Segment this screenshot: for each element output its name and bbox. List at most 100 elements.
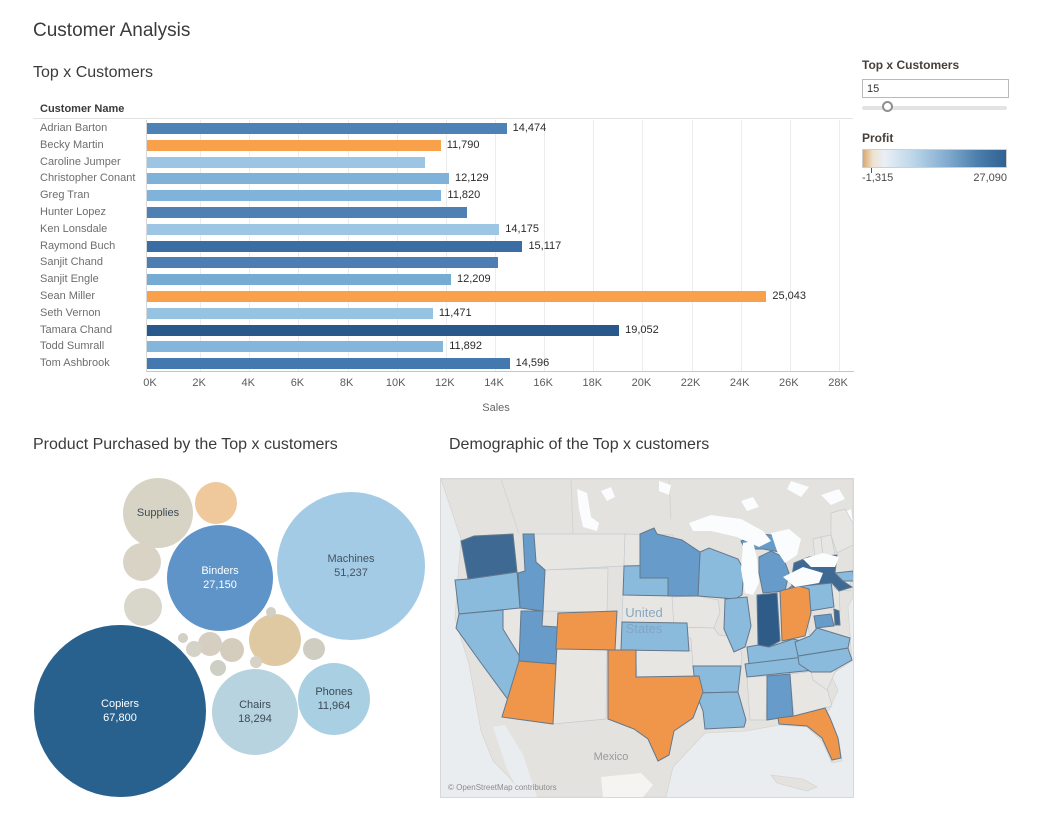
x-axis-title: Sales bbox=[482, 402, 510, 414]
state-la[interactable] bbox=[695, 691, 747, 730]
bubble-chairs[interactable]: Chairs 18,294 bbox=[212, 669, 298, 755]
x-axis-tick: 6K bbox=[290, 377, 305, 389]
bubble[interactable] bbox=[210, 660, 226, 676]
bubble[interactable] bbox=[186, 641, 202, 657]
province-border bbox=[570, 478, 574, 535]
bar-value-label: 14,474 bbox=[512, 122, 547, 134]
great-lake bbox=[771, 529, 801, 563]
bubble[interactable] bbox=[195, 482, 237, 524]
state-al[interactable] bbox=[766, 673, 794, 721]
state-mn[interactable] bbox=[639, 527, 701, 597]
bubble[interactable] bbox=[303, 638, 325, 660]
bar[interactable] bbox=[147, 139, 441, 151]
bubble[interactable] bbox=[220, 638, 244, 662]
x-axis-tick: 28K bbox=[828, 377, 848, 389]
great-lake bbox=[689, 515, 771, 547]
bubble-label: Phones 11,964 bbox=[315, 686, 353, 712]
parameter-slider[interactable] bbox=[862, 106, 1007, 110]
bar[interactable] bbox=[147, 240, 523, 252]
bar[interactable] bbox=[147, 307, 433, 319]
bubble-binders[interactable]: Binders 27,150 bbox=[167, 525, 273, 631]
bubble-phones[interactable]: Phones 11,964 bbox=[298, 663, 370, 735]
bubble-chart-title: Product Purchased by the Top x customers bbox=[33, 436, 338, 453]
x-axis-tick: 26K bbox=[779, 377, 799, 389]
bubble-machines[interactable]: Machines 51,237 bbox=[277, 492, 425, 640]
bar[interactable] bbox=[147, 223, 500, 235]
bar[interactable] bbox=[147, 358, 510, 370]
bubble-label: Binders 27,150 bbox=[201, 565, 239, 591]
parameter-input[interactable] bbox=[862, 79, 1009, 98]
great-lake bbox=[741, 541, 759, 595]
bar[interactable] bbox=[147, 156, 426, 168]
gridline bbox=[642, 120, 644, 371]
x-axis-tick: 8K bbox=[339, 377, 354, 389]
state-mt[interactable] bbox=[533, 533, 626, 571]
bubble-chart-area: Machines 51,237 Copiers 67,800 Binders 27,150… bbox=[0, 0, 441, 824]
x-axis: 0K 2K 4K 6K 8K 10K 12K 14K 16K 18K 20K 22K 24K 26K 28K bbox=[143, 377, 854, 391]
x-axis-tick: 2K bbox=[192, 377, 206, 389]
bubble[interactable] bbox=[123, 543, 161, 581]
x-axis-tick: 0K bbox=[143, 377, 157, 389]
state-il[interactable] bbox=[723, 596, 752, 653]
state-ks[interactable] bbox=[620, 621, 690, 652]
map-label-united-states: United States bbox=[625, 605, 663, 636]
bar[interactable] bbox=[147, 291, 767, 302]
slider-handle-icon[interactable] bbox=[882, 101, 893, 112]
bar-value-label: 19,052 bbox=[625, 323, 659, 336]
state-va[interactable] bbox=[794, 627, 851, 657]
bar-row-label: Christopher Conant bbox=[40, 172, 136, 185]
bubble-supplies[interactable]: Supplies bbox=[123, 478, 193, 548]
state-mi[interactable] bbox=[758, 550, 790, 594]
state-de[interactable] bbox=[833, 608, 841, 626]
map-panel: United States Mexico © OpenStreetMap con… bbox=[440, 478, 855, 798]
gridline bbox=[839, 120, 840, 371]
state-az[interactable] bbox=[501, 660, 557, 725]
bar-row-label: Ken Lonsdale bbox=[40, 222, 108, 235]
bar-value-label: 11,820 bbox=[447, 189, 481, 202]
bubble[interactable] bbox=[198, 632, 222, 656]
bar[interactable] bbox=[147, 257, 499, 269]
yucatan bbox=[601, 773, 653, 797]
bar-value-label: 12,129 bbox=[455, 172, 489, 185]
bar[interactable] bbox=[147, 207, 468, 218]
bar[interactable] bbox=[147, 274, 451, 286]
bar[interactable] bbox=[147, 341, 444, 353]
bar[interactable] bbox=[147, 324, 620, 336]
bubble[interactable] bbox=[266, 607, 276, 617]
osm-attribution: © OpenStreetMap contributors bbox=[448, 783, 557, 792]
legend-max-label: 27,090 bbox=[973, 172, 1007, 184]
bar-row-label: Caroline Jumper bbox=[40, 155, 121, 168]
bubble-label: Copiers 67,800 bbox=[101, 698, 139, 724]
bubble[interactable] bbox=[124, 588, 162, 626]
state-ms[interactable] bbox=[746, 675, 768, 721]
state-wy[interactable] bbox=[542, 567, 609, 613]
bar-row-label: Tamara Chand bbox=[40, 323, 113, 336]
x-axis-tick: 4K bbox=[241, 377, 256, 389]
state-md[interactable] bbox=[813, 613, 835, 629]
map-label-mexico: Mexico bbox=[593, 751, 629, 763]
state-mo[interactable] bbox=[672, 626, 743, 667]
bar[interactable] bbox=[147, 173, 450, 185]
state-fl[interactable] bbox=[777, 707, 842, 761]
bubble-label: Supplies bbox=[136, 507, 180, 519]
lake bbox=[601, 487, 615, 501]
state-wi[interactable] bbox=[697, 547, 745, 600]
bar[interactable] bbox=[147, 123, 507, 134]
x-axis-tick: 24K bbox=[729, 377, 750, 389]
state-oh[interactable] bbox=[779, 585, 812, 642]
gridline bbox=[691, 120, 693, 371]
bubble[interactable] bbox=[250, 656, 262, 668]
state-wa[interactable] bbox=[460, 533, 518, 580]
state-nm[interactable] bbox=[552, 647, 608, 725]
x-axis-tick: 12K bbox=[435, 377, 455, 389]
bubble[interactable] bbox=[178, 633, 188, 643]
state-tx[interactable] bbox=[607, 649, 704, 762]
bar-row-label: Sean Miller bbox=[40, 290, 96, 302]
bar-row-label: Seth Vernon bbox=[40, 306, 101, 319]
bubble-copiers[interactable]: Copiers 67,800 bbox=[34, 625, 206, 797]
us-choropleth-map[interactable] bbox=[440, 478, 855, 798]
lake bbox=[741, 497, 759, 511]
bar[interactable] bbox=[147, 190, 442, 202]
state-in[interactable] bbox=[756, 592, 781, 648]
